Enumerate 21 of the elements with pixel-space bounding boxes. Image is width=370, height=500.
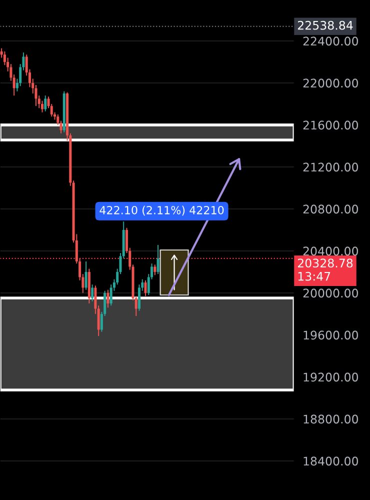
y-tick-label: 21200.00	[303, 162, 358, 172]
candlestick	[44, 95, 47, 112]
y-tick-label: 20400.00	[303, 246, 358, 256]
y-tick-label: 18800.00	[304, 414, 358, 424]
y-tick-label: 19600.00	[304, 330, 358, 340]
y-tick-label: 21600.00	[303, 120, 358, 130]
y-tick-label: 20000.00	[303, 288, 358, 298]
y-tick-label: 19200.00	[304, 372, 358, 382]
ref-line-label: 20328.78 13:47	[298, 258, 353, 281]
candlestick	[144, 280, 147, 297]
candlestick	[106, 289, 110, 308]
y-tick-label: 20800.00	[303, 204, 358, 214]
y-tick-label: 18400.00	[304, 456, 358, 466]
candlestick	[84, 260, 88, 290]
ref-line-label: 22538.84	[298, 20, 353, 30]
annotation: 422.10 (2.11%) 42210	[100, 206, 224, 216]
candlestick	[156, 244, 160, 275]
y-tick-label: 22000.00	[303, 78, 358, 88]
candlestick	[154, 264, 156, 276]
candlestick	[91, 284, 94, 302]
y-tick-label: 22400.00	[303, 36, 358, 46]
